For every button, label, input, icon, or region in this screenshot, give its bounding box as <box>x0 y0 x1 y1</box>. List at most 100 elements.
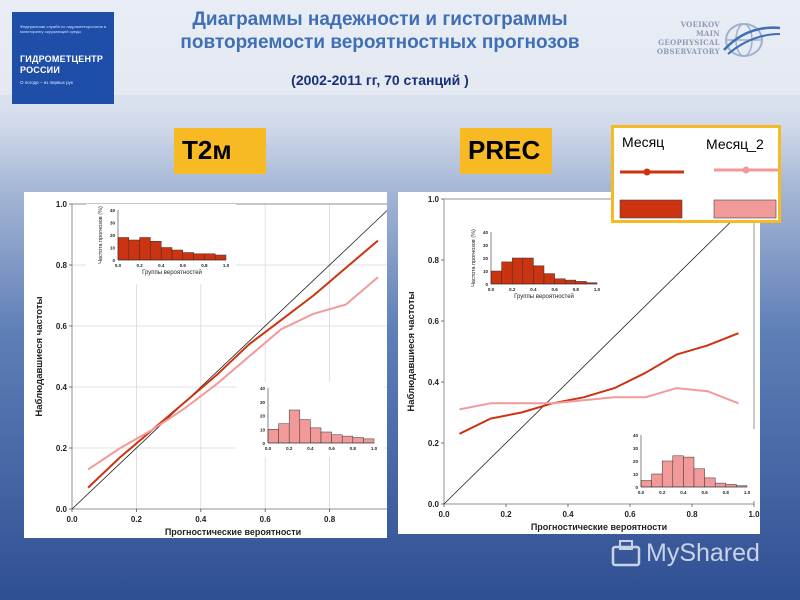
histogram-bar <box>661 460 674 488</box>
histogram-bar <box>182 252 194 261</box>
y-tick-label: 0.8 <box>56 261 68 270</box>
logo-small-text: Федеральная служба по гидрометеорологии … <box>20 24 107 34</box>
legend-bar-month2 <box>713 199 777 219</box>
inset-y-tick-label: 0 <box>112 258 115 263</box>
legend-swatches <box>619 166 778 219</box>
x-tick-label: 0.8 <box>324 515 336 524</box>
inset-x-tick-label: 0.0 <box>265 446 272 451</box>
inset-y-axis-label: Частота прогнозов (%) <box>471 229 477 287</box>
histogram-bar <box>683 456 695 488</box>
histogram-bar <box>204 253 216 261</box>
inset-x-axis-label: Группы вероятностей <box>514 293 574 300</box>
t2m-reliability-chart: 0.00.00.20.20.40.40.60.60.80.81.01.0Прог… <box>34 200 387 537</box>
inset-y-tick-label: 10 <box>483 269 489 274</box>
histogram-bar <box>672 455 684 488</box>
histogram-bar <box>278 423 290 444</box>
histogram-bar <box>554 278 566 285</box>
histogram-bar <box>214 254 227 261</box>
inset-y-tick-label: 40 <box>110 208 116 213</box>
legend-label-month: Месяц <box>622 134 665 150</box>
diagonal-reference-line <box>71 210 387 510</box>
y-tick-label: 0.4 <box>56 383 68 392</box>
histogram-bar <box>171 249 184 261</box>
histogram-bar <box>267 429 279 444</box>
inset-x-tick-label: 0.4 <box>307 446 314 451</box>
series-line-month <box>459 332 739 435</box>
inset-x-tick-label: 0.0 <box>115 263 122 268</box>
x-tick-label: 0.0 <box>66 515 78 524</box>
inset-x-tick-label: 0.6 <box>701 490 708 495</box>
title-line2: повторяемости вероятностных прогнозов <box>180 32 580 53</box>
legend-marker-month <box>643 168 651 176</box>
inset-x-tick-label: 1.0 <box>594 287 601 292</box>
x-tick-label: 0.6 <box>260 515 272 524</box>
inset-y-tick-label: 30 <box>110 221 116 226</box>
histogram-bar <box>725 484 737 488</box>
histogram-bar <box>501 261 513 285</box>
inset-x-tick-label: 0.4 <box>680 490 687 495</box>
inset-y-tick-label: 30 <box>633 446 639 451</box>
histogram-bar <box>704 477 716 488</box>
histogram-bar <box>352 437 364 444</box>
y-tick-label: 1.0 <box>56 200 68 209</box>
y-tick-label: 0.2 <box>428 439 440 448</box>
inset-x-tick-label: 0.0 <box>488 287 495 292</box>
voeikov-line2: MAIN <box>695 29 720 38</box>
histogram-bar <box>522 257 534 285</box>
watermark-icon <box>611 540 641 567</box>
histogram-bar <box>160 247 173 261</box>
x-tick-label: 1.0 <box>748 510 760 519</box>
inset-x-tick-label: 0.2 <box>659 490 666 495</box>
logo-slogan: О погоде – из первых рук <box>20 80 73 85</box>
hydrometcenter-logo: Федеральная служба по гидрометеорологии … <box>12 12 114 104</box>
x-tick-label: 0.2 <box>131 515 143 524</box>
plot-frame <box>443 198 755 505</box>
inset-y-axis-label: Частота прогнозов (%) <box>98 206 104 264</box>
inset-x-tick-label: 0.8 <box>350 446 357 451</box>
inset-y-tick-label: 10 <box>633 472 639 477</box>
x-tick-label: 0.4 <box>562 510 574 519</box>
inset-y-tick-label: 30 <box>260 400 266 405</box>
page-subtitle: (2002-2011 гг, 70 станций ) <box>291 72 469 88</box>
prec-label: PREC <box>460 128 552 174</box>
histogram-bar <box>651 473 663 488</box>
voeikov-logo-text: VOEIKOV MAIN GEOPHYSICAL OBSERVATORY <box>650 20 720 56</box>
inset-x-tick-label: 0.6 <box>551 287 558 292</box>
legend-bar-month <box>619 199 683 219</box>
inset-x-tick-label: 0.4 <box>158 263 165 268</box>
histogram-bar <box>193 253 205 261</box>
inset-x-tick-label: 1.0 <box>223 263 230 268</box>
histogram-bar <box>533 265 545 285</box>
inset-x-tick-label: 0.4 <box>530 287 537 292</box>
x-tick-label: 0.8 <box>686 510 698 519</box>
histogram-bar <box>714 482 727 488</box>
inset-x-tick-label: 0.8 <box>201 263 208 268</box>
inset-x-tick-label: 0.2 <box>136 263 143 268</box>
histogram-bar <box>575 281 587 285</box>
histogram-bar <box>150 241 162 261</box>
inset-y-tick-label: 40 <box>633 433 639 438</box>
histogram-bar <box>139 237 151 261</box>
y-tick-label: 0.0 <box>56 505 68 514</box>
inset-y-tick-label: 20 <box>110 233 116 238</box>
histogram-bar <box>490 270 502 285</box>
prec-chart-panel: 0.0 0.0 0.2 0.2 0.4 0.4 0.6 0.6 0.8 0.8 1.0 1.0 Прог… <box>398 192 760 534</box>
inset-x-tick-label: 0.6 <box>328 446 335 451</box>
inset-y-tick-label: 10 <box>260 427 266 432</box>
inset-y-tick-label: 0 <box>635 485 638 490</box>
inset-x-axis-label: Группы вероятностей <box>142 269 202 276</box>
globe-icon <box>723 23 781 57</box>
x-tick-label: 0.4 <box>195 515 207 524</box>
voeikov-line1: VOEIKOV <box>680 20 720 29</box>
inset-y-tick-label: 20 <box>260 414 266 419</box>
watermark-text: MyShared <box>646 539 760 567</box>
y-tick-label: 0.4 <box>428 378 440 387</box>
inset-y-tick-label: 0 <box>485 282 488 287</box>
y-tick-label: 0.6 <box>56 322 68 331</box>
y-tick-label: 0.8 <box>428 256 440 265</box>
logo-name-line1: ГИДРОМЕТЦЕНТР <box>20 54 104 64</box>
x-axis-label: Прогностические вероятности <box>165 527 301 537</box>
t2m-chart-panel: 0.00.00.20.20.40.40.60.60.80.81.01.0Прог… <box>24 192 387 538</box>
histogram-bar <box>320 431 332 444</box>
logo-name: ГИДРОМЕТЦЕНТР РОССИИ <box>20 54 103 76</box>
